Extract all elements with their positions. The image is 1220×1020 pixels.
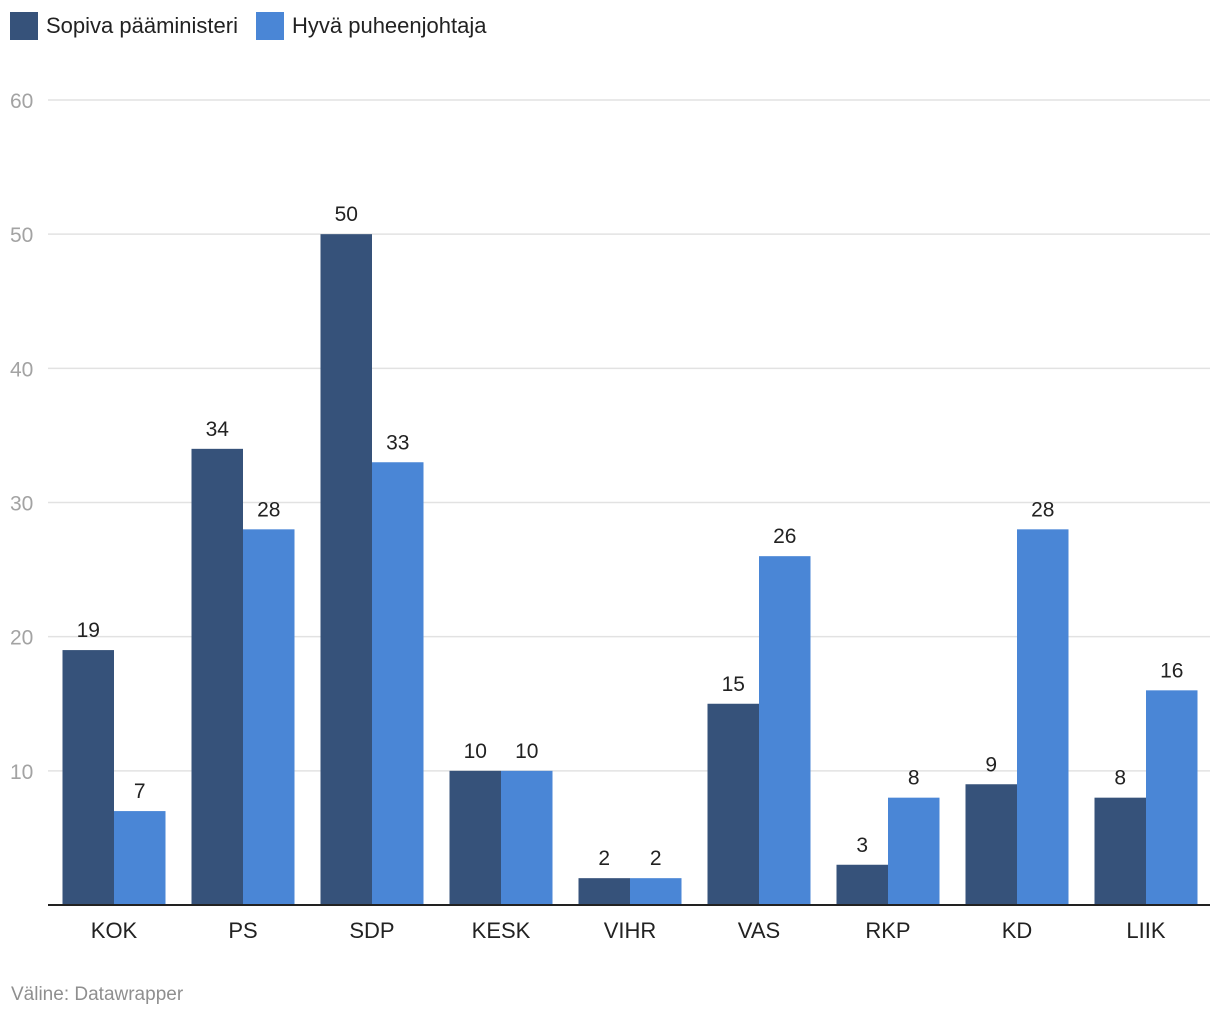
data-label: 8 (1114, 767, 1126, 790)
data-label: 19 (77, 619, 100, 642)
data-label: 2 (598, 847, 610, 870)
bar (888, 797, 940, 905)
bar (449, 770, 501, 905)
x-tick-label: LIIK (1126, 918, 1165, 943)
y-tick-label: 10 (10, 761, 33, 784)
legend: Sopiva pääministeri Hyvä puheenjohtaja (10, 10, 504, 42)
x-tick-label: KESK (472, 918, 531, 943)
data-label: 50 (335, 203, 358, 226)
data-label: 28 (257, 498, 280, 521)
bar (320, 234, 372, 905)
legend-item-series-2: Hyvä puheenjohtaja (255, 12, 487, 40)
y-tick-label: 20 (10, 627, 33, 650)
data-label: 10 (515, 740, 538, 763)
bar (501, 770, 553, 905)
legend-label-series-2: Hyvä puheenjohtaja (291, 13, 487, 38)
data-label: 26 (773, 525, 796, 548)
y-tick-label: 50 (10, 224, 33, 247)
data-label: 2 (650, 847, 662, 870)
bar (1146, 690, 1198, 905)
data-label: 7 (134, 780, 146, 803)
data-label: 10 (464, 740, 487, 763)
bar (62, 650, 114, 905)
data-label: 33 (386, 431, 409, 454)
bar (836, 864, 888, 905)
legend-swatch-series-2 (255, 12, 284, 40)
bar (1017, 529, 1069, 905)
data-label: 28 (1031, 498, 1054, 521)
x-tick-label: RKP (865, 918, 910, 943)
y-tick-label: 30 (10, 493, 33, 516)
data-label: 8 (908, 767, 920, 790)
bar (372, 462, 424, 905)
legend-item-series-1: Sopiva pääministeri (10, 12, 238, 40)
bar (965, 784, 1017, 905)
legend-swatch-series-1 (10, 12, 38, 40)
data-label: 34 (206, 418, 230, 441)
data-label: 3 (856, 834, 868, 857)
legend-label-series-1: Sopiva pääministeri (46, 13, 238, 38)
bar (578, 878, 630, 905)
bar (243, 529, 295, 905)
bar (191, 448, 243, 905)
data-label: 15 (722, 673, 745, 696)
x-tick-label: KD (1002, 918, 1033, 943)
y-tick-label: 40 (10, 358, 33, 381)
y-tick-label: 60 (10, 90, 33, 113)
bar (114, 811, 166, 905)
x-tick-label: KOK (91, 918, 138, 943)
data-label: 9 (985, 753, 997, 776)
x-tick-label: VAS (738, 918, 780, 943)
bar (759, 556, 811, 905)
x-tick-label: VIHR (604, 918, 657, 943)
bar (630, 878, 682, 905)
source-note: Väline: Datawrapper (11, 984, 184, 1005)
x-tick-label: PS (228, 918, 257, 943)
bar (1094, 797, 1146, 905)
bar (707, 703, 759, 905)
x-tick-label: SDP (349, 918, 394, 943)
data-label: 16 (1160, 659, 1183, 682)
